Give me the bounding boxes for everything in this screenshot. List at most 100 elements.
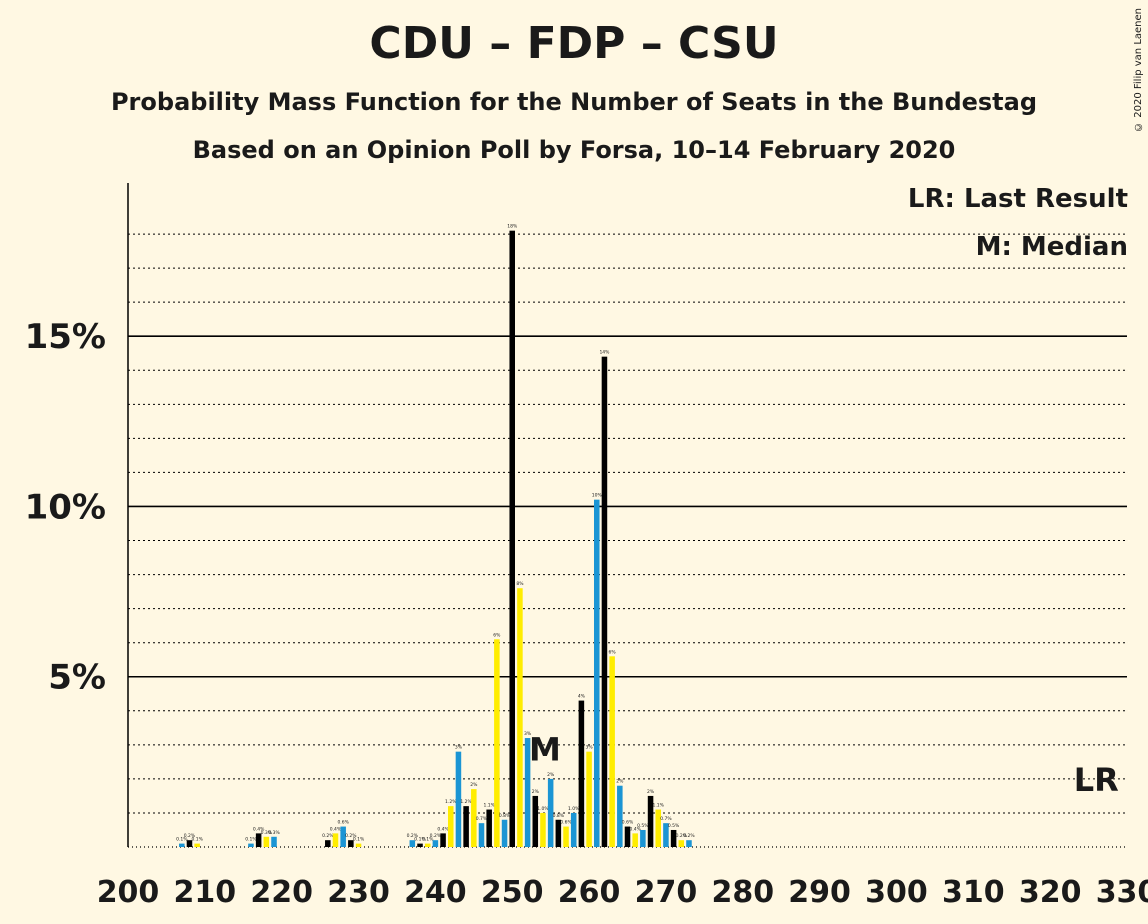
bar-value-label: 4% bbox=[578, 694, 586, 700]
bar-value-label: 0.3% bbox=[268, 830, 280, 836]
bar-seat-264 bbox=[617, 785, 623, 847]
bar-value-label: 0.8% bbox=[499, 813, 511, 819]
y-tick-label: 5% bbox=[48, 658, 106, 698]
bar-value-label: 3% bbox=[455, 745, 463, 751]
bar-value-label: 1.1% bbox=[483, 803, 495, 809]
bar-value-label: 0.2% bbox=[430, 833, 442, 839]
bar-value-label: 1.0% bbox=[568, 806, 580, 812]
x-tick-label: 250 bbox=[481, 875, 544, 910]
bar-value-label: 0.1% bbox=[191, 837, 203, 843]
bar-seat-228 bbox=[340, 826, 346, 847]
bar-seat-244 bbox=[463, 806, 469, 847]
bar-value-label: 0.7% bbox=[476, 816, 488, 822]
bar-seat-237 bbox=[409, 840, 416, 847]
bar-seat-245 bbox=[471, 789, 477, 847]
bar-seat-260 bbox=[586, 751, 592, 847]
bar-seat-252 bbox=[524, 738, 531, 847]
bar-seat-207 bbox=[179, 843, 185, 847]
bar-seat-217 bbox=[255, 833, 262, 847]
bar-value-label: 3% bbox=[524, 731, 532, 737]
bar-value-label: 0.2% bbox=[345, 833, 357, 839]
bar-seat-243 bbox=[455, 751, 462, 847]
bar-value-label: 3% bbox=[586, 745, 594, 751]
bar-seat-255 bbox=[547, 778, 554, 847]
bar-value-label: 1.2% bbox=[460, 799, 472, 805]
bar-seat-208 bbox=[186, 840, 193, 847]
bar-value-label: 0.6% bbox=[622, 820, 634, 826]
bar-value-label: 0.6% bbox=[560, 820, 572, 826]
bar-seat-266 bbox=[632, 833, 638, 847]
y-tick-label: 15% bbox=[25, 317, 106, 357]
bar-seat-249 bbox=[501, 819, 508, 847]
bar-seat-247 bbox=[486, 809, 492, 847]
bar-value-label: 0.4% bbox=[253, 826, 265, 832]
bar-value-label: 0.4% bbox=[437, 826, 449, 832]
bar-value-label: 0.2% bbox=[676, 833, 688, 839]
bar-seat-239 bbox=[424, 843, 431, 847]
bar-value-label: 14% bbox=[599, 350, 610, 356]
bar-seat-226 bbox=[325, 840, 331, 847]
x-tick-label: 320 bbox=[1019, 875, 1082, 910]
bar-value-label: 2% bbox=[647, 789, 655, 795]
y-tick-label: 10% bbox=[25, 487, 106, 527]
chart-subtitle-poll: Based on an Opinion Poll by Forsa, 10–14… bbox=[192, 136, 956, 164]
bar-seat-257 bbox=[563, 826, 569, 847]
bar-seat-268 bbox=[647, 795, 654, 847]
bar-seat-250 bbox=[509, 230, 515, 847]
bar-seat-263 bbox=[609, 656, 615, 847]
bar-value-label: 0.4% bbox=[629, 826, 641, 832]
x-tick-label: 230 bbox=[327, 875, 390, 910]
bar-value-label: 1.2% bbox=[445, 799, 457, 805]
x-tick-label: 240 bbox=[404, 875, 467, 910]
bar-value-label: 6% bbox=[493, 632, 501, 638]
bar-value-label: 0.2% bbox=[322, 833, 334, 839]
x-tick-label: 290 bbox=[788, 875, 851, 910]
bar-value-label: 0.6% bbox=[337, 820, 349, 826]
bar-seat-256 bbox=[555, 819, 562, 847]
bar-seat-209 bbox=[194, 843, 200, 847]
bar-seat-271 bbox=[670, 829, 677, 847]
bar-value-label: 0.5% bbox=[637, 823, 649, 829]
bar-seat-259 bbox=[578, 700, 585, 847]
bar-seat-261 bbox=[593, 499, 600, 847]
x-tick-label: 310 bbox=[942, 875, 1005, 910]
bar-seat-248 bbox=[494, 639, 500, 847]
bar-seat-216 bbox=[248, 843, 254, 847]
bar-value-label: 18% bbox=[507, 224, 518, 230]
bar-seat-240 bbox=[432, 840, 439, 847]
bar-seat-227 bbox=[332, 833, 339, 847]
bar-value-label: 6% bbox=[609, 649, 617, 655]
bar-seat-230 bbox=[355, 843, 362, 847]
bar-value-label: 2% bbox=[547, 772, 555, 778]
legend-median: M: Median bbox=[975, 232, 1128, 262]
bar-seat-218 bbox=[263, 836, 270, 847]
bar-seat-272 bbox=[678, 840, 685, 847]
bar-value-label: 0.1% bbox=[414, 837, 426, 843]
x-tick-label: 280 bbox=[711, 875, 774, 910]
bar-value-label: 0.5% bbox=[668, 823, 680, 829]
bar-seat-273 bbox=[686, 840, 692, 847]
bar-value-label: 0.1% bbox=[245, 837, 257, 843]
bar-value-label: 8% bbox=[516, 581, 524, 587]
bar-value-label: 10% bbox=[592, 493, 603, 499]
bar-seat-251 bbox=[517, 588, 523, 847]
bar-value-label: 0.1% bbox=[422, 837, 434, 843]
bar-value-label: 2% bbox=[616, 779, 624, 785]
median-marker: M bbox=[529, 730, 561, 768]
bar-value-label: 0.1% bbox=[176, 837, 188, 843]
x-tick-label: 270 bbox=[635, 875, 698, 910]
bar-seat-246 bbox=[478, 823, 485, 847]
bar-value-label: 1.0% bbox=[537, 806, 549, 812]
bar-value-label: 2% bbox=[470, 782, 478, 788]
bar-seat-241 bbox=[440, 833, 446, 847]
x-tick-label: 260 bbox=[558, 875, 621, 910]
bar-value-label: 0.1% bbox=[353, 837, 365, 843]
bar-seat-270 bbox=[663, 823, 669, 847]
bar-value-label: 1.1% bbox=[653, 803, 665, 809]
bar-value-label: 2% bbox=[532, 789, 540, 795]
bar-seat-254 bbox=[540, 812, 546, 847]
chart-subtitle: Probability Mass Function for the Number… bbox=[110, 88, 1038, 116]
chart-title: CDU – FDP – CSU bbox=[369, 18, 779, 69]
legend-last-result: LR: Last Result bbox=[907, 184, 1128, 214]
